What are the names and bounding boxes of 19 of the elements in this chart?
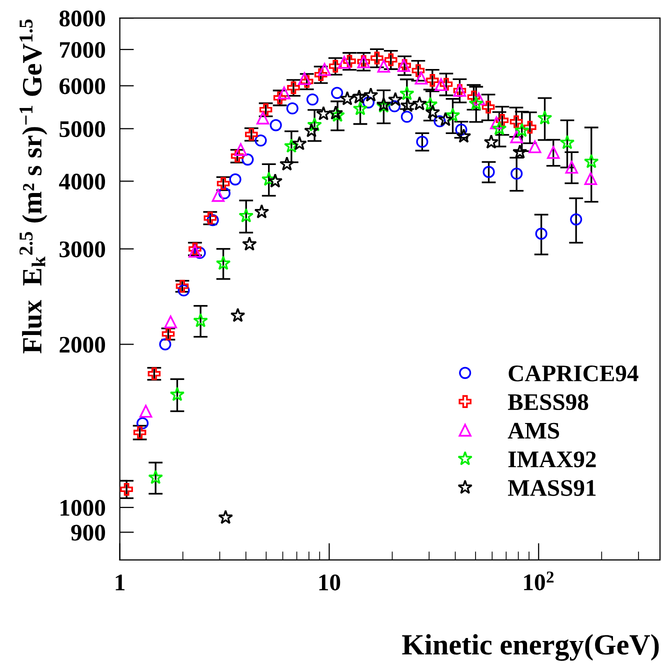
legend-label: CAPRICE94 [508,366,638,382]
y-tick-label: 7000 [60,42,106,58]
legend-label: MASS91 [508,480,596,496]
y-tick-label: 2000 [60,336,106,353]
y-tick-label: 900 [71,524,106,541]
x-tick-label: 10$^{2}$ [524,572,554,590]
y-tick-label: 1000 [60,500,106,516]
y-tick-label: 4000 [59,174,106,190]
legend-label: BESS98 [508,394,588,410]
legend-label: AMS [508,422,560,439]
legend-label: IMAX92 [508,451,596,468]
y-tick-label: 6000 [60,78,106,94]
x-axis-title: Kinetic energy(GeV) [402,634,659,661]
y-tick-label: 8000 [59,10,106,26]
x-tick-label: 10 [319,574,340,590]
y-axis-title: Flux E$_{k}$$^{2.5}$ (m² s sr)$^{−1}$ GeV$^{1.5}$ [20,19,48,354]
y-tick-label: 3000 [60,241,106,258]
x-tick-label: 1 [116,574,125,590]
y-tick-label: 5000 [60,121,106,138]
